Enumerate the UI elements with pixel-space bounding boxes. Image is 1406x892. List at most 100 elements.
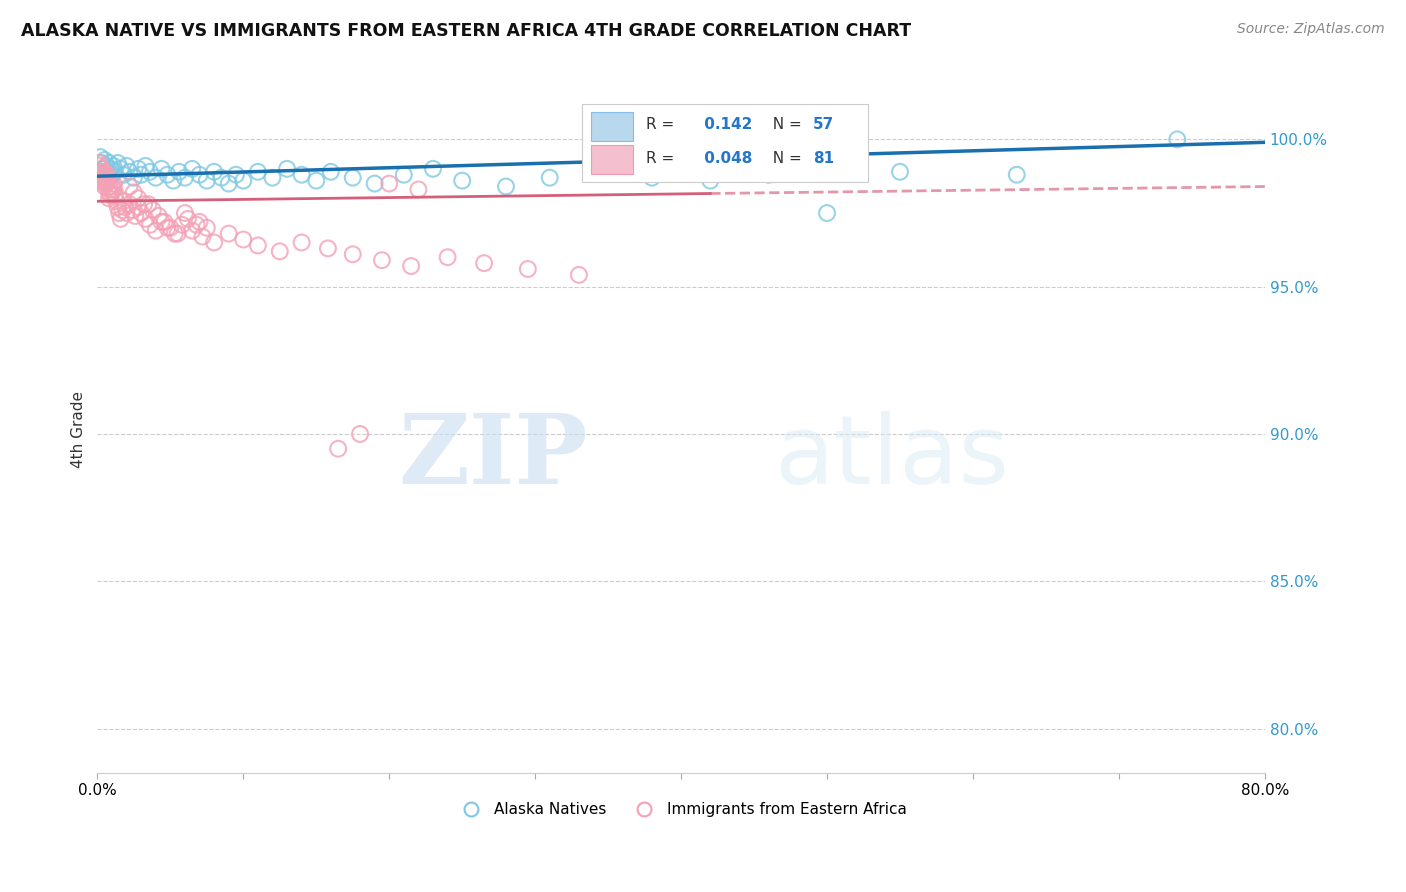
Point bbox=[139, 165, 162, 179]
Point bbox=[101, 186, 124, 200]
Point bbox=[392, 168, 415, 182]
Point bbox=[291, 235, 314, 250]
Text: N =: N = bbox=[763, 117, 807, 132]
Point bbox=[97, 165, 120, 179]
Point bbox=[100, 161, 122, 176]
Point bbox=[111, 203, 134, 218]
Point bbox=[276, 161, 298, 176]
Point bbox=[181, 161, 204, 176]
Point bbox=[889, 165, 911, 179]
Point bbox=[342, 247, 364, 261]
Point bbox=[112, 194, 135, 209]
Point bbox=[107, 200, 129, 214]
Point bbox=[91, 165, 114, 179]
Text: ALASKA NATIVE VS IMMIGRANTS FROM EASTERN AFRICA 4TH GRADE CORRELATION CHART: ALASKA NATIVE VS IMMIGRANTS FROM EASTERN… bbox=[21, 22, 911, 40]
Point bbox=[98, 156, 121, 170]
Text: ZIP: ZIP bbox=[398, 410, 588, 504]
Point bbox=[202, 235, 225, 250]
Point bbox=[115, 206, 138, 220]
Point bbox=[156, 168, 179, 182]
Point bbox=[232, 173, 254, 187]
Point bbox=[90, 156, 112, 170]
Point bbox=[174, 170, 197, 185]
Point bbox=[110, 211, 132, 226]
Point bbox=[134, 159, 156, 173]
Point bbox=[98, 191, 121, 205]
Point bbox=[122, 170, 145, 185]
Point bbox=[167, 165, 190, 179]
Point bbox=[262, 170, 284, 185]
Point bbox=[91, 161, 114, 176]
Point bbox=[319, 165, 342, 179]
Point bbox=[89, 159, 111, 173]
Point bbox=[142, 203, 165, 218]
Point bbox=[582, 165, 605, 179]
Text: 57: 57 bbox=[813, 117, 834, 132]
Point bbox=[94, 170, 117, 185]
Point bbox=[129, 168, 152, 182]
Point bbox=[641, 170, 664, 185]
Point bbox=[105, 194, 128, 209]
Point bbox=[101, 179, 124, 194]
Point bbox=[209, 170, 232, 185]
Point bbox=[316, 241, 339, 255]
Point bbox=[90, 173, 112, 187]
Point bbox=[612, 156, 634, 170]
Point bbox=[87, 156, 110, 170]
Text: R =: R = bbox=[647, 151, 679, 166]
Point bbox=[186, 218, 208, 232]
Point bbox=[150, 161, 173, 176]
Point bbox=[107, 156, 129, 170]
Point bbox=[90, 161, 112, 176]
Point bbox=[118, 197, 141, 211]
Point bbox=[129, 206, 152, 220]
Text: atlas: atlas bbox=[775, 410, 1010, 503]
Point bbox=[472, 256, 495, 270]
Point bbox=[103, 177, 125, 191]
Point bbox=[195, 220, 218, 235]
Point bbox=[145, 170, 167, 185]
Point bbox=[139, 218, 162, 232]
Text: R =: R = bbox=[647, 117, 679, 132]
Point bbox=[101, 168, 124, 182]
Point bbox=[202, 165, 225, 179]
Point bbox=[188, 215, 211, 229]
Y-axis label: 4th Grade: 4th Grade bbox=[72, 391, 86, 468]
Point bbox=[91, 170, 114, 185]
Point bbox=[93, 168, 115, 182]
Point bbox=[568, 268, 591, 282]
Point bbox=[422, 161, 444, 176]
Text: 0.142: 0.142 bbox=[699, 117, 752, 132]
Text: N =: N = bbox=[763, 151, 807, 166]
Point bbox=[134, 211, 156, 226]
Point bbox=[163, 227, 186, 241]
Text: 81: 81 bbox=[813, 151, 834, 166]
Point bbox=[127, 161, 149, 176]
Text: 0.048: 0.048 bbox=[699, 151, 752, 166]
Point bbox=[115, 159, 138, 173]
Point bbox=[166, 227, 188, 241]
Point bbox=[127, 191, 149, 205]
Point bbox=[371, 253, 394, 268]
Legend: Alaska Natives, Immigrants from Eastern Africa: Alaska Natives, Immigrants from Eastern … bbox=[450, 797, 912, 823]
Point bbox=[100, 188, 122, 202]
Point bbox=[98, 179, 121, 194]
Point bbox=[89, 150, 111, 164]
Point bbox=[98, 186, 121, 200]
Point bbox=[516, 262, 538, 277]
Point bbox=[159, 220, 181, 235]
Point bbox=[349, 427, 371, 442]
Point bbox=[90, 168, 112, 182]
Point bbox=[97, 173, 120, 187]
Point bbox=[97, 168, 120, 182]
Point bbox=[122, 186, 145, 200]
Point bbox=[114, 200, 136, 214]
Point bbox=[103, 182, 125, 196]
Point bbox=[148, 209, 170, 223]
Point bbox=[1166, 132, 1188, 146]
Point bbox=[103, 159, 125, 173]
Point bbox=[132, 197, 155, 211]
FancyBboxPatch shape bbox=[582, 103, 868, 183]
Point bbox=[121, 203, 143, 218]
Point bbox=[112, 168, 135, 182]
